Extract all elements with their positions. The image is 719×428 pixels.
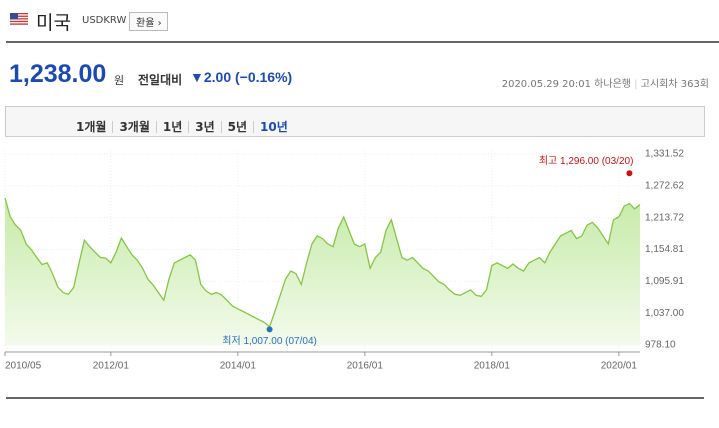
exchange-button[interactable]: 환율 › <box>129 12 168 31</box>
annotation-label: 최고 1,296.00 (03/20) <box>539 155 634 167</box>
line <box>4 197 641 328</box>
tab-bar-filler <box>355 106 705 137</box>
header-rule <box>6 41 719 43</box>
x-tick-label: 2014/01 <box>220 361 257 372</box>
flag <box>10 13 28 25</box>
currency-code: USDKRW <box>82 15 127 26</box>
x-tick-label: 2016/01 <box>347 361 384 372</box>
tab[interactable]: 1년 <box>155 121 188 133</box>
x-tick-label: 2010/05 <box>5 361 42 372</box>
y-tick-label: 978.10 <box>645 340 676 351</box>
price: 1,238.00 <box>9 60 107 88</box>
x-tick-label: 2018/01 <box>474 361 511 372</box>
footer-rule <box>6 397 704 399</box>
tab[interactable]: 1개월 <box>76 120 107 134</box>
tab[interactable]: 3년 <box>188 121 220 133</box>
y-tick-label: 1,037.00 <box>645 308 684 319</box>
change: ▼2.00 (−0.16%) <box>190 69 293 85</box>
meta: 2020.05.29 20:01 하나은행 | 고시회차 363회 <box>501 79 709 90</box>
currency-name: 미국 <box>36 12 71 34</box>
x-tick-label: 2012/01 <box>93 361 130 372</box>
tab-bar: 1개월 3개월 1년 3년 5년 10년 <box>5 106 356 137</box>
annotation-dot <box>266 326 273 333</box>
y-tick-label: 1,095.91 <box>645 276 684 287</box>
y-tick-label: 1,331.52 <box>645 149 684 160</box>
tabs: 1개월 3개월 1년 3년 5년 10년 <box>70 116 294 135</box>
area <box>5 198 640 345</box>
meta-datetime: 2020.05.29 20:01 <box>501 79 591 90</box>
tab[interactable]: 3개월 <box>112 121 155 133</box>
meta-bank: 하나은행 <box>594 79 631 90</box>
annotation-dot <box>626 170 633 177</box>
meta-round: 고시회차 363회 <box>640 79 709 90</box>
annotation-label: 최저 1,007.00 (07/04) <box>222 335 317 347</box>
y-tick-label: 1,213.72 <box>645 212 684 223</box>
x-tick-label: 2020/01 <box>601 361 638 372</box>
price-unit: 원 <box>114 74 125 87</box>
tab[interactable]: 5년 <box>220 121 253 133</box>
change-label: 전일대비 <box>138 73 183 87</box>
tab[interactable]: 10년 <box>253 121 294 133</box>
y-tick-label: 1,154.81 <box>645 244 684 255</box>
y-tick-label: 1,272.62 <box>645 180 684 191</box>
button-label: 환율 <box>136 18 155 29</box>
